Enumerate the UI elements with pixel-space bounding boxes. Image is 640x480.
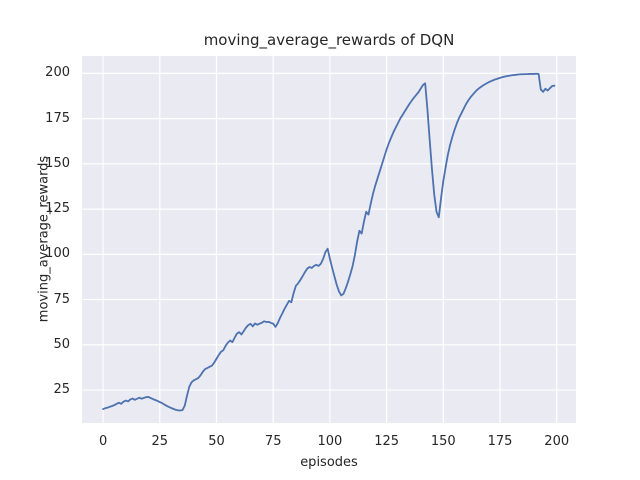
x-tick-label: 125	[374, 434, 400, 449]
x-tick-label: 75	[264, 434, 282, 449]
x-tick-label: 25	[151, 434, 169, 449]
chart-title: moving_average_rewards of DQN	[203, 31, 455, 49]
x-tick-label: 50	[208, 434, 225, 449]
x-tick-label: 175	[487, 434, 513, 449]
y-tick-label: 25	[53, 382, 70, 398]
y-tick-label: 150	[45, 155, 70, 171]
line-plot-svg	[82, 56, 576, 423]
y-tick-label: 200	[45, 65, 70, 81]
x-tick-label: 150	[430, 434, 456, 449]
y-tick-label: 75	[53, 291, 70, 307]
y-tick-label: 175	[45, 110, 70, 126]
axes-background	[82, 56, 576, 423]
x-axis-label: episodes	[300, 455, 358, 470]
x-tick-label: 200	[544, 434, 570, 449]
y-tick-label: 50	[53, 336, 70, 352]
y-tick-label: 100	[45, 246, 70, 262]
data-line	[102, 72, 556, 412]
x-tick-label: 0	[98, 434, 108, 449]
x-tick-label: 100	[317, 434, 343, 449]
y-tick-label: 125	[45, 201, 70, 217]
plot-area	[82, 56, 576, 423]
